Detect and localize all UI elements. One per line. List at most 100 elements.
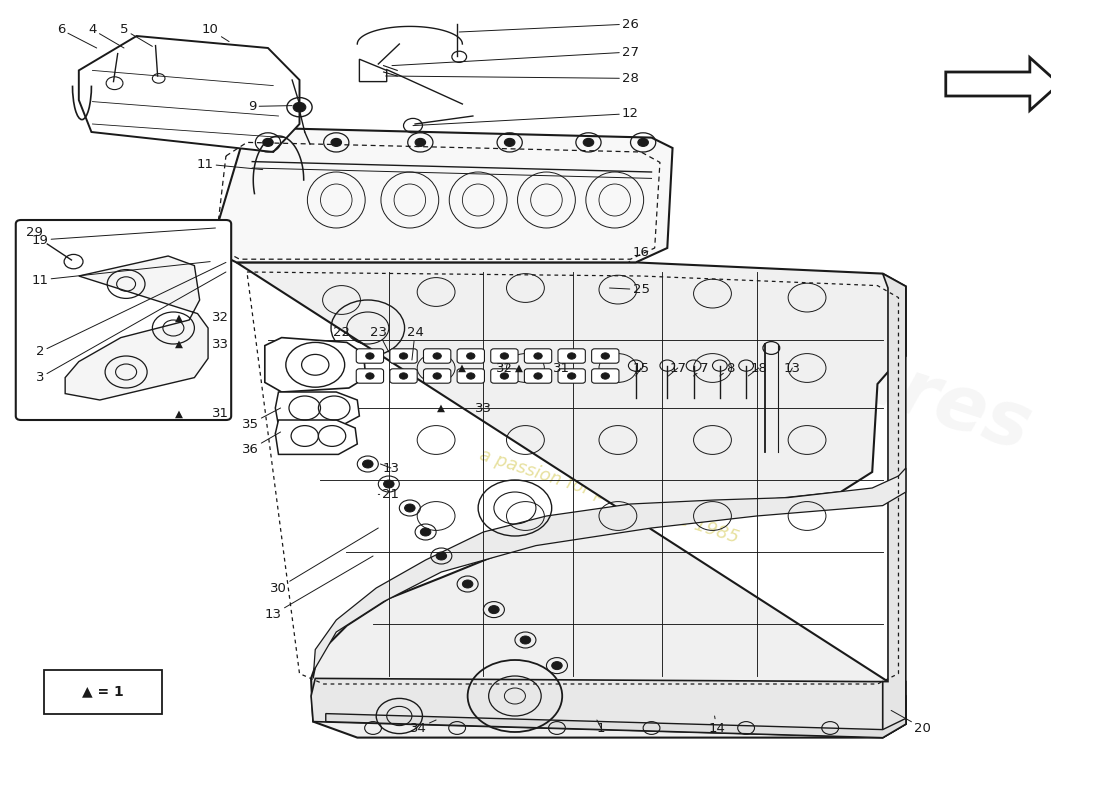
Circle shape [399, 353, 408, 359]
FancyBboxPatch shape [592, 369, 619, 383]
Text: 32: 32 [212, 311, 229, 324]
Polygon shape [265, 338, 365, 392]
Circle shape [433, 373, 441, 379]
Text: 22: 22 [333, 326, 363, 344]
Circle shape [466, 373, 475, 379]
Text: 9: 9 [248, 100, 293, 113]
Text: ▲: ▲ [459, 363, 466, 373]
Circle shape [415, 138, 426, 146]
Text: 11: 11 [32, 262, 210, 286]
Circle shape [488, 606, 499, 614]
Bar [44, 670, 162, 714]
Text: 32: 32 [496, 362, 513, 374]
Text: ▲: ▲ [175, 409, 183, 418]
Text: 36: 36 [242, 432, 280, 456]
Text: 31: 31 [552, 362, 570, 374]
Text: 21: 21 [378, 488, 399, 501]
Circle shape [638, 138, 648, 146]
Circle shape [520, 636, 530, 644]
Circle shape [294, 102, 306, 112]
FancyBboxPatch shape [15, 220, 231, 420]
Text: 11: 11 [197, 158, 263, 170]
Text: 25: 25 [609, 283, 649, 296]
FancyBboxPatch shape [389, 369, 417, 383]
Circle shape [365, 373, 374, 379]
Text: 2: 2 [35, 262, 226, 358]
Circle shape [583, 138, 594, 146]
Text: 29: 29 [26, 226, 43, 238]
Polygon shape [275, 420, 358, 454]
Circle shape [534, 353, 542, 359]
Text: 15: 15 [632, 362, 649, 376]
Circle shape [601, 373, 609, 379]
Circle shape [568, 373, 576, 379]
Text: ▲: ▲ [175, 339, 183, 349]
Text: 12: 12 [412, 107, 639, 126]
FancyBboxPatch shape [525, 349, 552, 363]
Circle shape [365, 353, 374, 359]
Circle shape [466, 353, 475, 359]
Polygon shape [882, 274, 905, 738]
FancyBboxPatch shape [558, 349, 585, 363]
Text: 7: 7 [694, 362, 708, 376]
Circle shape [534, 373, 542, 379]
Text: ▲: ▲ [515, 363, 524, 373]
Polygon shape [65, 256, 208, 400]
Polygon shape [946, 58, 1059, 110]
Text: ▲ = 1: ▲ = 1 [82, 685, 124, 698]
FancyBboxPatch shape [525, 369, 552, 383]
Text: 8: 8 [719, 362, 735, 376]
Text: 13: 13 [784, 362, 801, 374]
Text: 18: 18 [748, 362, 767, 376]
Text: 5: 5 [120, 23, 153, 46]
Circle shape [462, 580, 473, 588]
FancyBboxPatch shape [458, 369, 484, 383]
Polygon shape [210, 128, 672, 262]
Circle shape [363, 460, 373, 468]
Text: ▲: ▲ [438, 403, 446, 413]
Text: 28: 28 [386, 72, 639, 85]
Circle shape [500, 353, 508, 359]
Polygon shape [311, 678, 905, 738]
Text: 4: 4 [88, 23, 124, 48]
Circle shape [433, 353, 441, 359]
Text: 6: 6 [57, 23, 97, 48]
Circle shape [601, 353, 609, 359]
Text: 35: 35 [242, 408, 280, 430]
FancyBboxPatch shape [458, 349, 484, 363]
Text: 30: 30 [270, 528, 378, 594]
FancyBboxPatch shape [389, 349, 417, 363]
Text: 31: 31 [212, 407, 229, 420]
Text: 14: 14 [708, 716, 725, 734]
Text: 13: 13 [381, 462, 399, 474]
Polygon shape [236, 262, 905, 738]
FancyBboxPatch shape [491, 349, 518, 363]
Text: 1: 1 [597, 720, 605, 734]
Text: 33: 33 [475, 402, 492, 414]
Circle shape [420, 528, 431, 536]
Text: 20: 20 [891, 710, 931, 734]
Text: 33: 33 [212, 338, 229, 350]
FancyBboxPatch shape [356, 369, 384, 383]
Text: 27: 27 [392, 46, 639, 66]
Polygon shape [360, 59, 387, 82]
Text: 3: 3 [35, 272, 226, 384]
Polygon shape [275, 392, 360, 426]
Circle shape [399, 373, 408, 379]
Text: a passion for parts since 1985: a passion for parts since 1985 [477, 446, 741, 546]
Circle shape [568, 353, 576, 359]
Circle shape [436, 552, 447, 560]
Text: 24: 24 [407, 326, 424, 360]
Circle shape [263, 138, 273, 146]
FancyBboxPatch shape [424, 349, 451, 363]
Circle shape [405, 504, 415, 512]
FancyBboxPatch shape [558, 369, 585, 383]
Text: 26: 26 [459, 18, 639, 32]
Text: 34: 34 [410, 720, 436, 734]
Circle shape [505, 138, 515, 146]
Circle shape [552, 662, 562, 670]
FancyBboxPatch shape [592, 349, 619, 363]
Text: ▲: ▲ [175, 313, 183, 322]
Circle shape [500, 373, 508, 379]
Polygon shape [326, 714, 905, 738]
